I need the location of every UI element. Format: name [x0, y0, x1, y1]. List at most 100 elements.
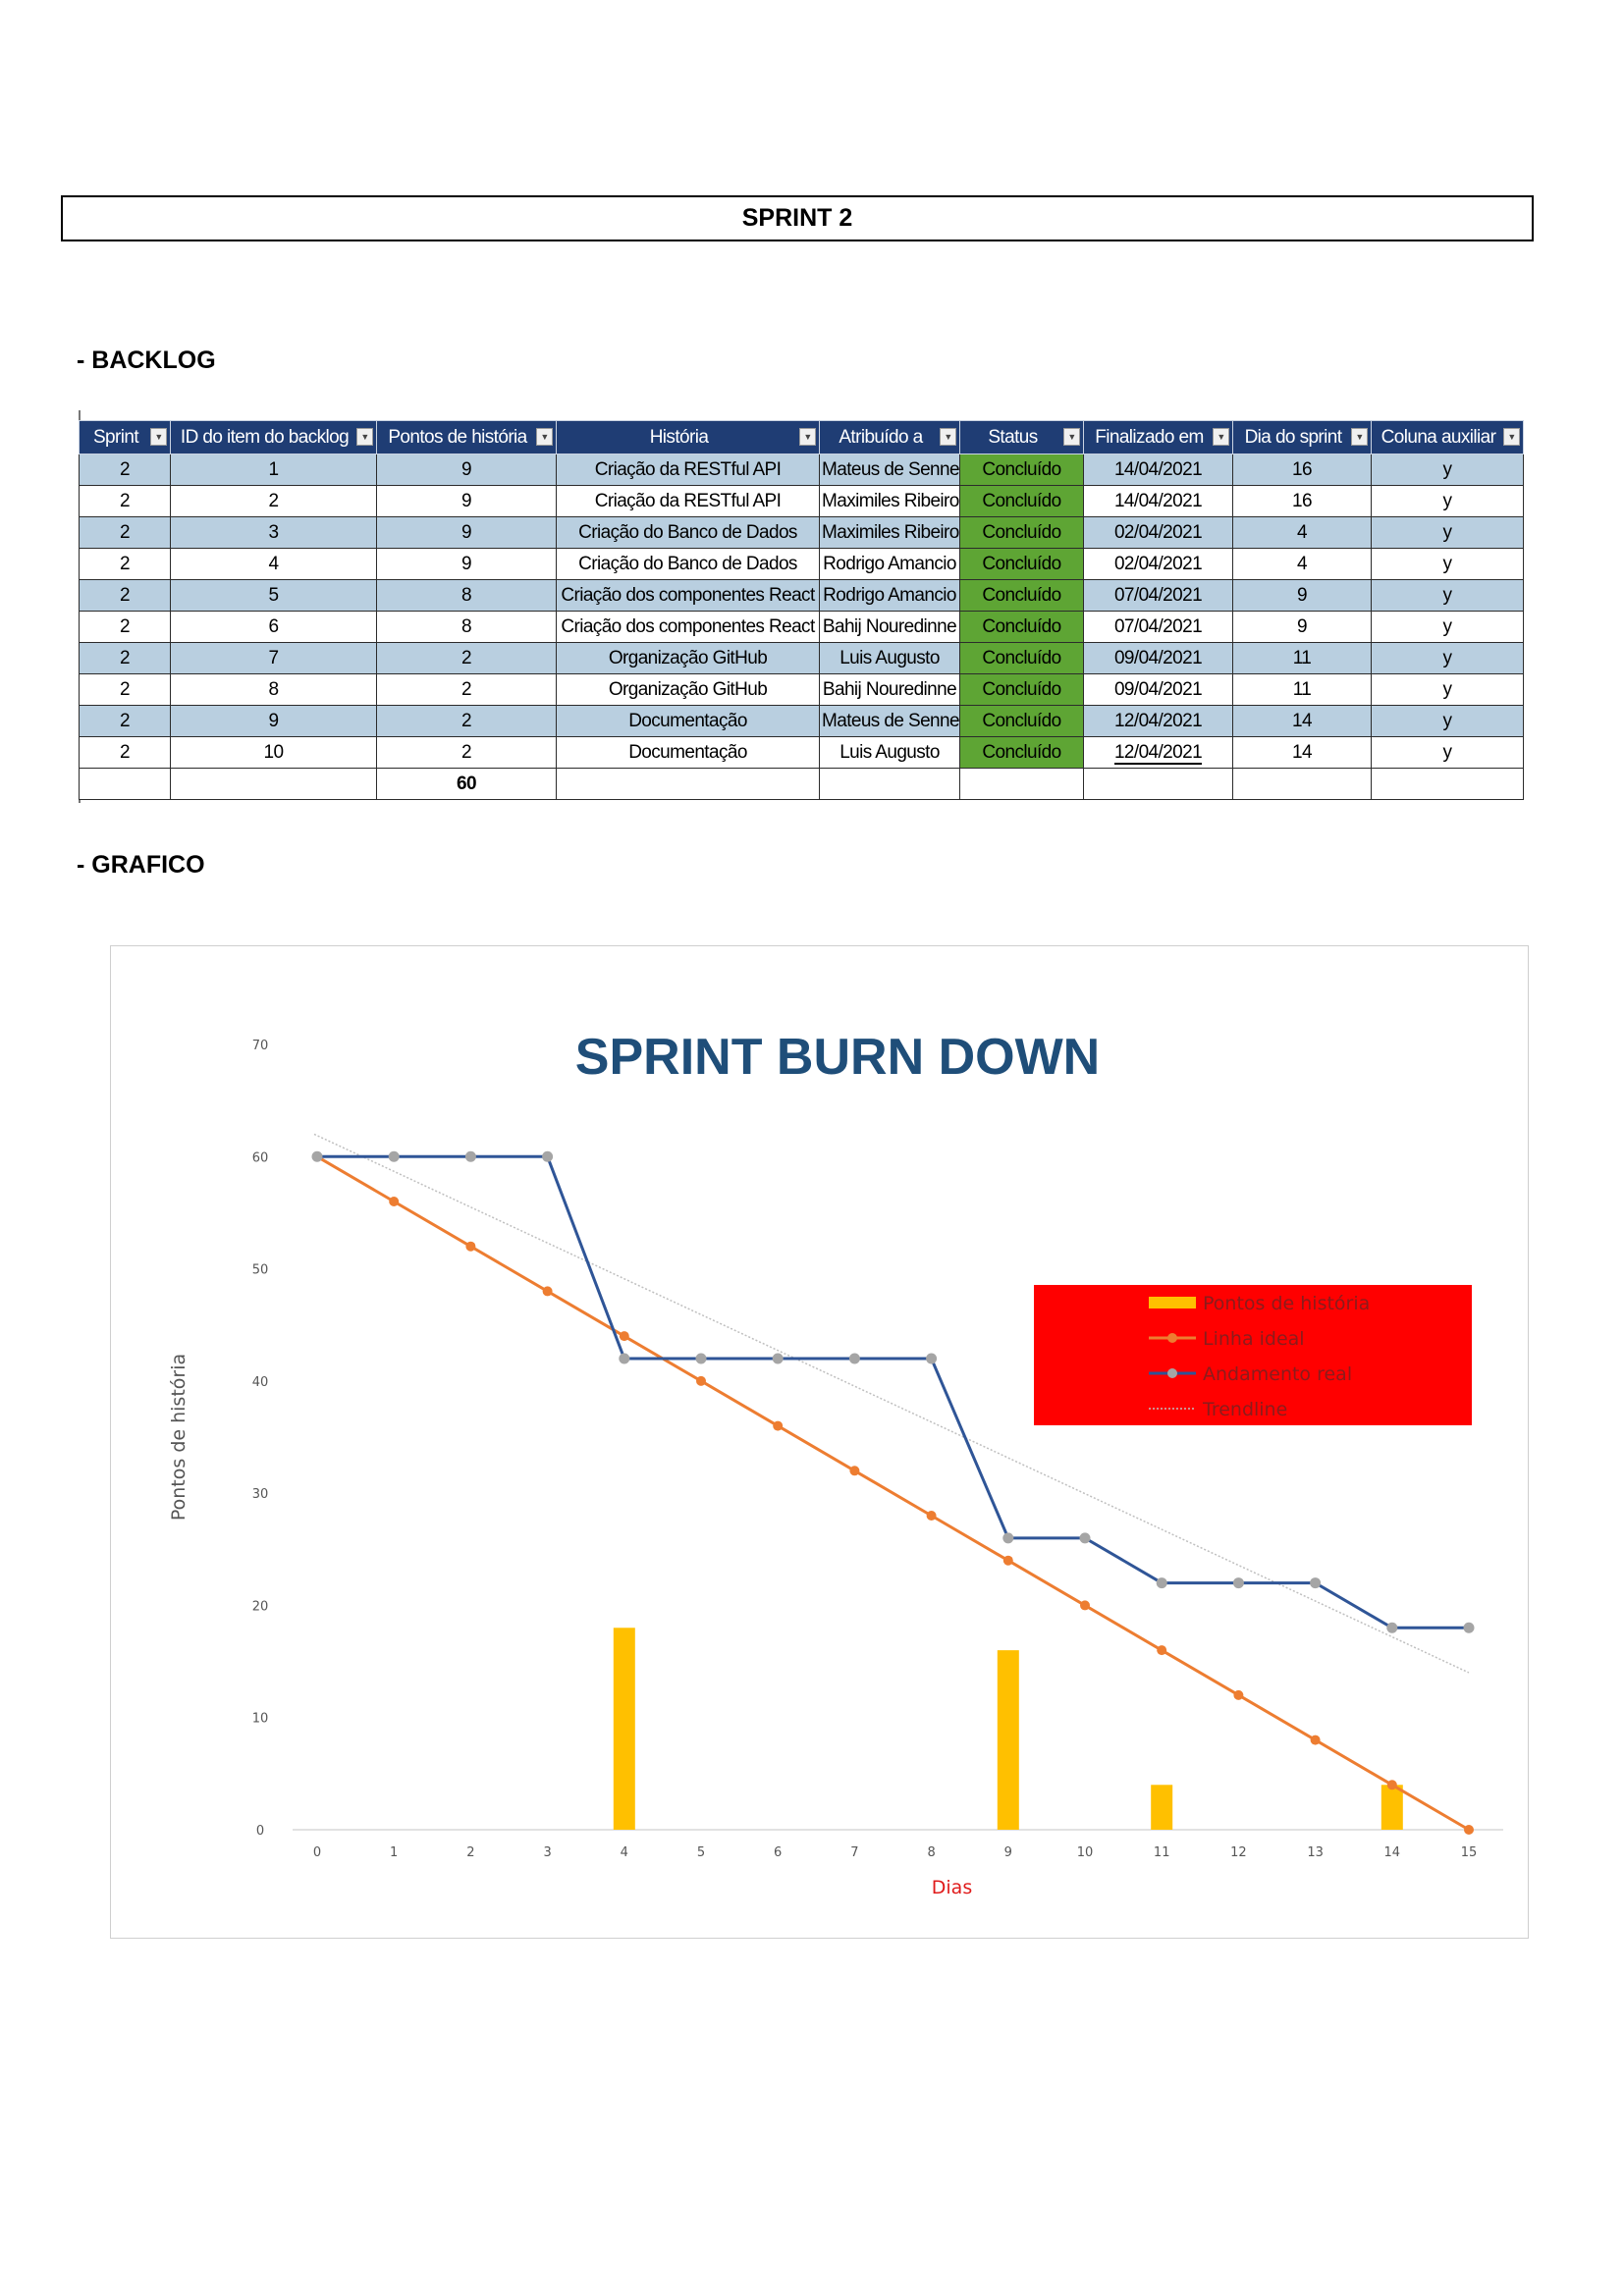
- cell-status[interactable]: Concluído: [959, 548, 1084, 580]
- cell-sprint-day[interactable]: 4: [1232, 516, 1372, 549]
- cell-story-points[interactable]: 2: [376, 673, 557, 706]
- filter-dropdown-icon[interactable]: ▼: [1213, 428, 1229, 446]
- cell-story[interactable]: Criação dos componentes React: [556, 579, 820, 612]
- cell-item-id[interactable]: 7: [170, 642, 377, 674]
- cell-finished-on[interactable]: 09/04/2021: [1083, 673, 1233, 706]
- cell-assignee[interactable]: Luis Augusto: [819, 736, 960, 769]
- cell-finished-on[interactable]: 02/04/2021: [1083, 548, 1233, 580]
- cell-item-id[interactable]: 2: [170, 485, 377, 517]
- cell-finished-on[interactable]: 02/04/2021: [1083, 516, 1233, 549]
- filter-dropdown-icon[interactable]: ▼: [1063, 428, 1080, 446]
- cell-sprint[interactable]: 2: [79, 485, 171, 517]
- cell-finished-on[interactable]: 07/04/2021: [1083, 611, 1233, 643]
- cell-assignee[interactable]: Rodrigo Amancio: [819, 548, 960, 580]
- cell-aux-column[interactable]: y: [1371, 611, 1524, 643]
- filter-dropdown-icon[interactable]: ▼: [356, 428, 373, 446]
- total-empty-cell[interactable]: [1083, 768, 1233, 800]
- cell-story[interactable]: Organização GitHub: [556, 673, 820, 706]
- filter-dropdown-icon[interactable]: ▼: [940, 428, 956, 446]
- cell-sprint-day[interactable]: 16: [1232, 454, 1372, 486]
- cell-story[interactable]: Criação do Banco de Dados: [556, 516, 820, 549]
- cell-sprint-day[interactable]: 16: [1232, 485, 1372, 517]
- cell-sprint-day[interactable]: 11: [1232, 642, 1372, 674]
- cell-sprint-day[interactable]: 11: [1232, 673, 1372, 706]
- cell-story[interactable]: Criação dos componentes React: [556, 611, 820, 643]
- cell-finished-on[interactable]: 07/04/2021: [1083, 579, 1233, 612]
- cell-status[interactable]: Concluído: [959, 736, 1084, 769]
- cell-item-id[interactable]: 1: [170, 454, 377, 486]
- cell-sprint-day[interactable]: 14: [1232, 705, 1372, 737]
- cell-aux-column[interactable]: y: [1371, 673, 1524, 706]
- filter-dropdown-icon[interactable]: ▼: [799, 428, 816, 446]
- total-empty-cell[interactable]: [556, 768, 820, 800]
- cell-sprint[interactable]: 2: [79, 642, 171, 674]
- total-empty-cell[interactable]: [959, 768, 1084, 800]
- cell-item-id[interactable]: 4: [170, 548, 377, 580]
- cell-item-id[interactable]: 10: [170, 736, 377, 769]
- cell-status[interactable]: Concluído: [959, 642, 1084, 674]
- cell-status[interactable]: Concluído: [959, 516, 1084, 549]
- total-empty-cell[interactable]: [170, 768, 377, 800]
- cell-story-points[interactable]: 8: [376, 611, 557, 643]
- cell-item-id[interactable]: 5: [170, 579, 377, 612]
- cell-story-points[interactable]: 2: [376, 705, 557, 737]
- cell-assignee[interactable]: Luis Augusto: [819, 642, 960, 674]
- cell-sprint[interactable]: 2: [79, 673, 171, 706]
- filter-dropdown-icon[interactable]: ▼: [1503, 428, 1520, 446]
- cell-sprint[interactable]: 2: [79, 454, 171, 486]
- cell-status[interactable]: Concluído: [959, 611, 1084, 643]
- total-empty-cell[interactable]: [819, 768, 960, 800]
- cell-aux-column[interactable]: y: [1371, 516, 1524, 549]
- cell-sprint-day[interactable]: 9: [1232, 579, 1372, 612]
- cell-story-points[interactable]: 2: [376, 642, 557, 674]
- filter-active-icon[interactable]: ▼: [150, 428, 167, 446]
- cell-finished-on[interactable]: 12/04/2021: [1083, 736, 1233, 769]
- cell-story-points[interactable]: 9: [376, 485, 557, 517]
- cell-story-points[interactable]: 8: [376, 579, 557, 612]
- cell-aux-column[interactable]: y: [1371, 454, 1524, 486]
- cell-story[interactable]: Criação da RESTful API: [556, 485, 820, 517]
- cell-aux-column[interactable]: y: [1371, 579, 1524, 612]
- cell-story-points[interactable]: 9: [376, 454, 557, 486]
- cell-status[interactable]: Concluído: [959, 454, 1084, 486]
- cell-story[interactable]: Criação do Banco de Dados: [556, 548, 820, 580]
- cell-assignee[interactable]: Bahij Nouredinne: [819, 611, 960, 643]
- cell-status[interactable]: Concluído: [959, 579, 1084, 612]
- cell-item-id[interactable]: 6: [170, 611, 377, 643]
- cell-assignee[interactable]: Maximiles Ribeiro: [819, 516, 960, 549]
- cell-aux-column[interactable]: y: [1371, 485, 1524, 517]
- total-points-cell[interactable]: 60: [376, 768, 557, 800]
- cell-story[interactable]: Organização GitHub: [556, 642, 820, 674]
- filter-dropdown-icon[interactable]: ▼: [536, 428, 553, 446]
- total-empty-cell[interactable]: [79, 768, 171, 800]
- cell-sprint[interactable]: 2: [79, 736, 171, 769]
- cell-finished-on[interactable]: 09/04/2021: [1083, 642, 1233, 674]
- cell-sprint[interactable]: 2: [79, 579, 171, 612]
- cell-story-points[interactable]: 9: [376, 516, 557, 549]
- cell-assignee[interactable]: Rodrigo Amancio: [819, 579, 960, 612]
- cell-aux-column[interactable]: y: [1371, 548, 1524, 580]
- cell-status[interactable]: Concluído: [959, 705, 1084, 737]
- cell-assignee[interactable]: Maximiles Ribeiro: [819, 485, 960, 517]
- cell-story[interactable]: Documentação: [556, 705, 820, 737]
- cell-story-points[interactable]: 9: [376, 548, 557, 580]
- cell-sprint[interactable]: 2: [79, 516, 171, 549]
- filter-dropdown-icon[interactable]: ▼: [1351, 428, 1368, 446]
- cell-finished-on[interactable]: 12/04/2021: [1083, 705, 1233, 737]
- cell-assignee[interactable]: Mateus de Senne: [819, 454, 960, 486]
- cell-story[interactable]: Documentação: [556, 736, 820, 769]
- cell-sprint-day[interactable]: 9: [1232, 611, 1372, 643]
- cell-aux-column[interactable]: y: [1371, 705, 1524, 737]
- cell-item-id[interactable]: 9: [170, 705, 377, 737]
- cell-sprint[interactable]: 2: [79, 705, 171, 737]
- total-empty-cell[interactable]: [1232, 768, 1372, 800]
- cell-story[interactable]: Criação da RESTful API: [556, 454, 820, 486]
- cell-aux-column[interactable]: y: [1371, 642, 1524, 674]
- cell-sprint[interactable]: 2: [79, 548, 171, 580]
- cell-sprint-day[interactable]: 14: [1232, 736, 1372, 769]
- cell-item-id[interactable]: 8: [170, 673, 377, 706]
- cell-status[interactable]: Concluído: [959, 485, 1084, 517]
- cell-assignee[interactable]: Mateus de Senne: [819, 705, 960, 737]
- cell-sprint-day[interactable]: 4: [1232, 548, 1372, 580]
- cell-story-points[interactable]: 2: [376, 736, 557, 769]
